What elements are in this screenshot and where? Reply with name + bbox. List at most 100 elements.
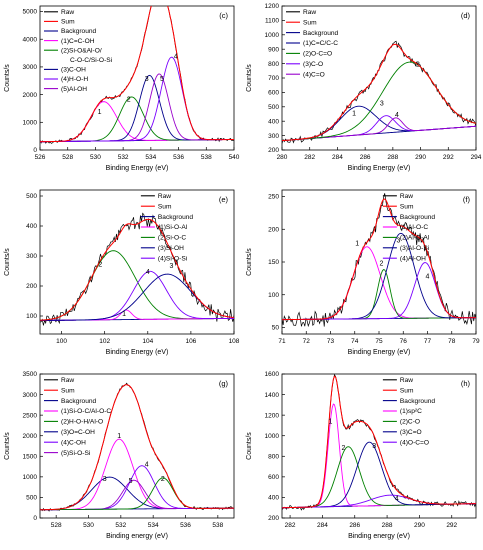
peak-number-label: 1 (355, 241, 359, 248)
component-peak-line (40, 465, 234, 511)
x-tick-label: 282 (285, 522, 296, 529)
x-tick-label: 534 (148, 522, 159, 529)
y-tick-label: 3000 (23, 392, 38, 399)
y-tick-label: 500 (26, 495, 37, 502)
legend-entry: (5)Si-O-Si (61, 450, 91, 457)
peak-number-label: 2 (379, 260, 383, 267)
x-axis-label: Binding Energy (eV) (106, 349, 169, 356)
x-tick-label: 77 (424, 338, 432, 345)
legend-entry: (4)Al-OH (400, 255, 426, 262)
plot-area (282, 40, 476, 144)
plot-area (40, 6, 234, 144)
peak-number-label: 1 (98, 109, 102, 116)
legend-entry: (5)Al-OH (61, 86, 87, 93)
y-tick-label: 1500 (23, 453, 38, 460)
legend-entry: Background (158, 214, 194, 221)
xps-panel-f: 71 72 73 74 75 76 77 78 79 50 100 150 200 250 Binding … (242, 184, 483, 366)
legend-entry: (2)Si-O-C (158, 235, 186, 242)
peak-number-label: 2 (127, 97, 131, 104)
legend-entry: Raw (303, 9, 316, 16)
plot-frame (39, 189, 235, 335)
y-tick-label: 5000 (23, 9, 38, 16)
legend-entry: Raw (61, 377, 74, 384)
y-tick-label: 100 (268, 292, 279, 299)
y-tick-label: 1000 (265, 433, 280, 440)
x-tick-label: 292 (443, 154, 454, 161)
legend-entry: C-O-C/Si-O-Si (70, 57, 113, 64)
x-tick-label: 294 (471, 154, 482, 161)
x-tick-label: 538 (212, 522, 223, 529)
y-tick-label: 0 (33, 147, 37, 154)
x-axis-label: Binding Energy (eV) (348, 165, 411, 172)
raw-series-line (282, 374, 476, 511)
legend-entry: (2)O-C=O (303, 51, 332, 58)
component-peak-line (40, 477, 234, 511)
y-tick-label: 400 (268, 495, 279, 502)
x-tick-label: 284 (332, 154, 343, 161)
y-axis-label: Counts/s (4, 248, 11, 276)
panel-label: (h) (461, 379, 471, 388)
y-tick-label: 500 (268, 104, 279, 111)
xps-panel-d: 280 282 284 286 288 290 292 294 200 300 400 500 600 7… (242, 0, 483, 182)
peak-number-label: 5 (160, 76, 164, 83)
peak-number-label: 5 (129, 478, 133, 485)
legend-entry: (4)O-C=O (400, 439, 429, 446)
x-tick-label: 280 (277, 154, 288, 161)
y-tick-label: 1000 (23, 120, 38, 127)
legend-entry: (4)C-OH (61, 439, 86, 446)
legend-entry: (3)O=C-OH (61, 429, 95, 436)
peak-number-label: 4 (426, 273, 430, 280)
sum-series-line (282, 43, 476, 142)
peak-number-label: 4 (145, 462, 149, 469)
legend-entry: (1)Si-O-C/Al-O-C (61, 408, 111, 415)
x-tick-label: 71 (278, 338, 286, 345)
x-axis-label: Binding Energy (eV) (106, 165, 169, 172)
legend-entry: Raw (61, 9, 74, 16)
legend-entry: (3)C=O (400, 429, 422, 436)
sum-series-line (40, 384, 234, 511)
legend-entry: Background (303, 30, 339, 37)
y-tick-label: 4000 (23, 36, 38, 43)
x-tick-label: 534 (145, 154, 156, 161)
component-peak-line (282, 441, 476, 509)
panel-label: (c) (219, 11, 228, 20)
y-tick-label: 800 (268, 453, 279, 460)
legend-entry: (2)C-O (400, 419, 420, 426)
x-tick-label: 74 (351, 338, 359, 345)
legend-entry: (1)sp²C (400, 408, 422, 415)
legend-entry: Sum (400, 387, 414, 394)
xps-panel-c: 526 528 530 532 534 536 538 540 0 1000 2000 3000 400… (0, 0, 241, 182)
y-tick-label: 1100 (265, 18, 279, 25)
legend-entry: Sum (158, 203, 172, 210)
x-tick-label: 75 (375, 338, 383, 345)
y-tick-label: 300 (268, 133, 279, 140)
legend-entry: (3)Si-OH (158, 245, 184, 252)
legend-entry: (2)Al-O-Al (400, 235, 430, 242)
y-tick-label: 700 (268, 75, 279, 82)
panel-label: (d) (461, 11, 471, 20)
peak-number-label: 2 (98, 262, 102, 269)
y-tick-label: 200 (268, 147, 279, 154)
legend-entry: (1)Si-O-Al (158, 224, 188, 231)
x-tick-label: 79 (472, 338, 480, 345)
y-tick-label: 200 (26, 283, 37, 290)
x-tick-label: 532 (115, 522, 126, 529)
component-peak-line (282, 232, 476, 321)
y-tick-label: 1000 (265, 32, 280, 39)
sum-series-line (40, 218, 234, 321)
legend-entry: (3)C-O (303, 61, 323, 68)
component-peak-line (40, 270, 234, 321)
component-peak-line (40, 101, 234, 143)
raw-series-line (40, 212, 234, 326)
legend-entry: Raw (158, 193, 171, 200)
plot-area (282, 193, 476, 328)
y-tick-label: 500 (26, 193, 37, 200)
panel-label: (e) (219, 195, 229, 204)
x-tick-label: 528 (51, 522, 62, 529)
plot-area (40, 382, 234, 512)
legend-entry: (1)C=C-OH (61, 38, 95, 45)
x-tick-label: 288 (382, 522, 393, 529)
component-peak-line (282, 105, 476, 142)
legend-entry: (4)C=O (303, 71, 325, 78)
legend-entry: (3)C-OH (61, 67, 86, 74)
